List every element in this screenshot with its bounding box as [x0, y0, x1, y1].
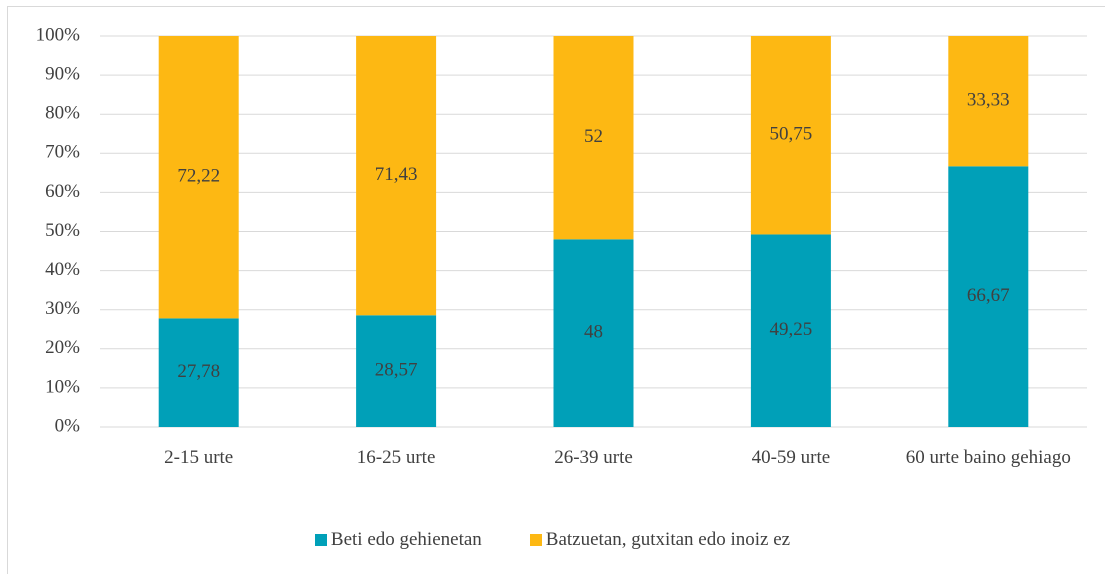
bar-segment — [553, 239, 634, 427]
legend: Beti edo gehienetan Batzuetan, gutxitan e… — [0, 529, 1105, 551]
y-tick-label: 60% — [45, 181, 80, 202]
legend-item: Beti edo gehienetan — [314, 529, 482, 551]
bar-segment — [948, 36, 1029, 167]
y-tick-label: 90% — [45, 63, 80, 84]
legend-swatch — [529, 534, 542, 546]
data-label: 72,22 — [177, 166, 220, 187]
bar-segment — [553, 36, 634, 240]
bar-segment — [158, 36, 239, 319]
data-label: 66,67 — [967, 285, 1010, 306]
y-tick-label: 70% — [45, 142, 80, 163]
y-tick-label: 10% — [45, 376, 80, 397]
legend-item: Batzuetan, gutxitan edo inoiz ez — [529, 529, 791, 551]
data-label: 49,25 — [770, 319, 813, 340]
bar-segment — [356, 315, 437, 427]
x-tick-label: 40-59 urte — [751, 447, 831, 468]
data-label: 33,33 — [967, 90, 1010, 111]
data-label: 52 — [584, 126, 603, 147]
legend-label: Batzuetan, gutxitan edo inoiz ez — [545, 529, 791, 550]
x-tick-label: 2-15 urte — [164, 447, 234, 468]
x-tick-label: 60 urte baino gehiago — [905, 447, 1071, 468]
y-tick-label: 30% — [45, 298, 80, 319]
bar-segment — [750, 234, 831, 427]
y-tick-label: 0% — [55, 415, 81, 436]
bar-segment — [356, 36, 437, 316]
bar-segment — [948, 166, 1029, 427]
y-tick-label: 40% — [45, 259, 80, 280]
data-label: 28,57 — [375, 360, 418, 381]
x-tick-label: 16-25 urte — [356, 447, 436, 468]
x-tick-label: 26-39 urte — [554, 447, 633, 468]
chart-border — [7, 6, 1105, 574]
data-label: 50,75 — [770, 124, 813, 145]
y-tick-label: 20% — [45, 337, 80, 358]
y-tick-label: 80% — [45, 103, 80, 124]
y-tick-label: 100% — [36, 24, 81, 45]
legend-label: Beti edo gehienetan — [330, 529, 482, 550]
y-tick-label: 50% — [45, 220, 80, 241]
data-label: 48 — [584, 322, 603, 343]
bar-segment — [750, 36, 831, 235]
bar-segment — [158, 318, 239, 427]
legend-swatch — [314, 534, 327, 546]
data-label: 27,78 — [177, 361, 220, 382]
data-label: 71,43 — [375, 164, 418, 185]
